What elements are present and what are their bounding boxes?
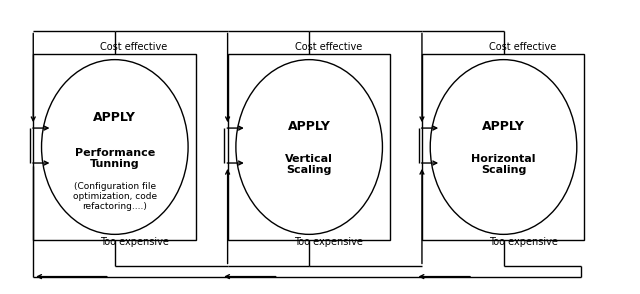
Text: Too expensive: Too expensive [489, 237, 557, 247]
Text: Vertical
Scaling: Vertical Scaling [285, 154, 333, 175]
Text: Cost effective: Cost effective [100, 41, 168, 51]
Text: Performance
Tunning: Performance Tunning [75, 148, 155, 169]
Text: Too expensive: Too expensive [294, 237, 364, 247]
Text: APPLY: APPLY [482, 120, 525, 133]
Text: Cost effective: Cost effective [489, 41, 556, 51]
Bar [228, 54, 390, 240]
Text: Cost effective: Cost effective [294, 41, 362, 51]
Text: (Configuration file
optimization, code
refactoring....): (Configuration file optimization, code r… [73, 182, 157, 211]
Text: APPLY: APPLY [93, 111, 136, 124]
Text: Horizontal
Scaling: Horizontal Scaling [471, 154, 536, 175]
Bar [422, 54, 584, 240]
Bar [33, 54, 196, 240]
Text: APPLY: APPLY [288, 120, 331, 133]
Text: Too expensive: Too expensive [100, 237, 169, 247]
